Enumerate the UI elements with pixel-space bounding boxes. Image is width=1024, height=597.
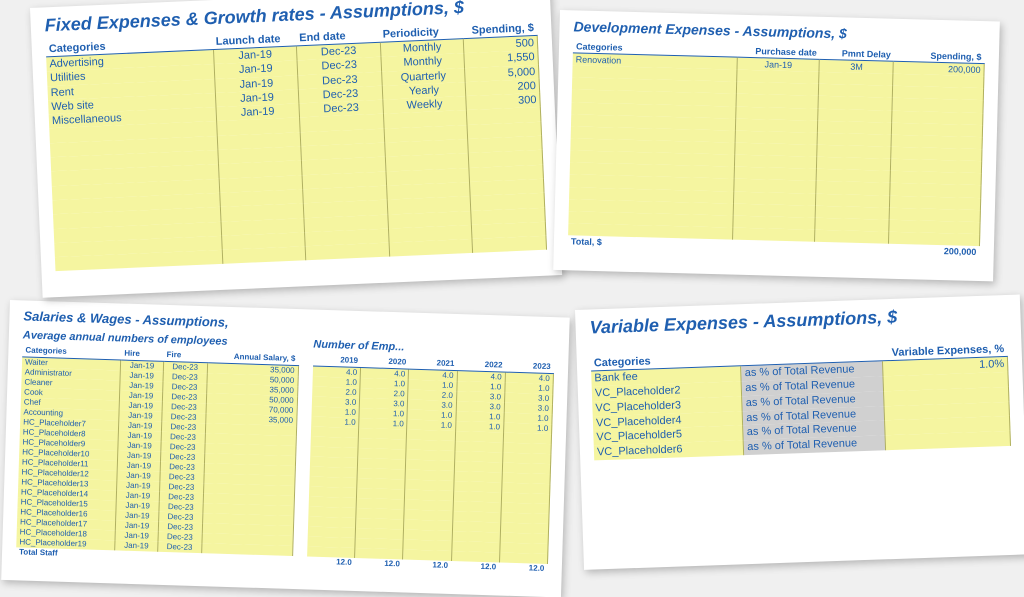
total-value: 200,000 [889, 244, 980, 259]
employee-count-table: 20192020202120222023 4.04.04.04.04.01.01… [306, 354, 554, 574]
footer-cell: 12.0 [306, 556, 354, 568]
variable-expenses-table: Categories Variable Expenses, % Bank fee… [591, 342, 1011, 461]
variable-expenses-panel: Variable Expenses - Assumptions, $ Categ… [575, 294, 1024, 569]
footer-cell: 12.0 [403, 559, 451, 571]
fixed-expenses-table: Categories Launch date End date Periodic… [46, 21, 548, 272]
development-expenses-panel: Development Expenses - Assumptions, $ Ca… [553, 10, 1000, 281]
panel-title: Variable Expenses - Assumptions, $ [589, 303, 1006, 339]
footer-cell: 12.0 [355, 558, 403, 570]
salaries-table: Categories Hire Fire Annual Salary, $ Wa… [16, 344, 299, 566]
footer-cell: 12.0 [499, 562, 547, 574]
salaries-wages-panel: Salaries & Wages - Assumptions, Average … [1, 300, 570, 597]
footer-cell: 12.0 [451, 561, 499, 573]
fixed-expenses-panel: Fixed Expenses & Growth rates - Assumpti… [30, 0, 562, 298]
development-expenses-table: Categories Purchase date Pmnt Delay Spen… [568, 40, 985, 258]
